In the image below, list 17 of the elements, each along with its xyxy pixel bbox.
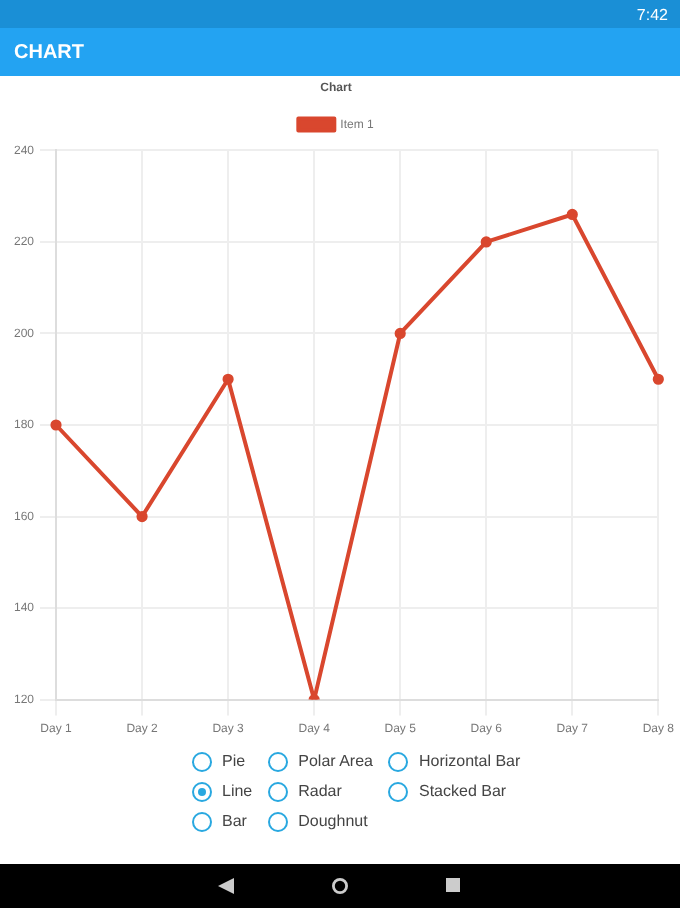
point bbox=[136, 510, 148, 523]
text: Radar bbox=[298, 782, 342, 800]
text: Doughnut bbox=[298, 812, 368, 830]
point bbox=[566, 208, 578, 221]
point bbox=[50, 419, 62, 431]
point bbox=[394, 327, 406, 340]
text: Line bbox=[222, 782, 253, 800]
text: Horizontal Bar bbox=[418, 752, 521, 770]
point bbox=[652, 373, 664, 385]
text: CHART bbox=[0, 28, 680, 76]
text: Stacked Bar bbox=[418, 782, 507, 800]
point bbox=[480, 236, 492, 248]
text: Bar bbox=[222, 812, 247, 830]
text: 7:42 bbox=[0, 0, 680, 28]
text: Pie bbox=[222, 752, 246, 770]
point bbox=[222, 373, 234, 385]
text: Polar Area bbox=[298, 752, 373, 770]
